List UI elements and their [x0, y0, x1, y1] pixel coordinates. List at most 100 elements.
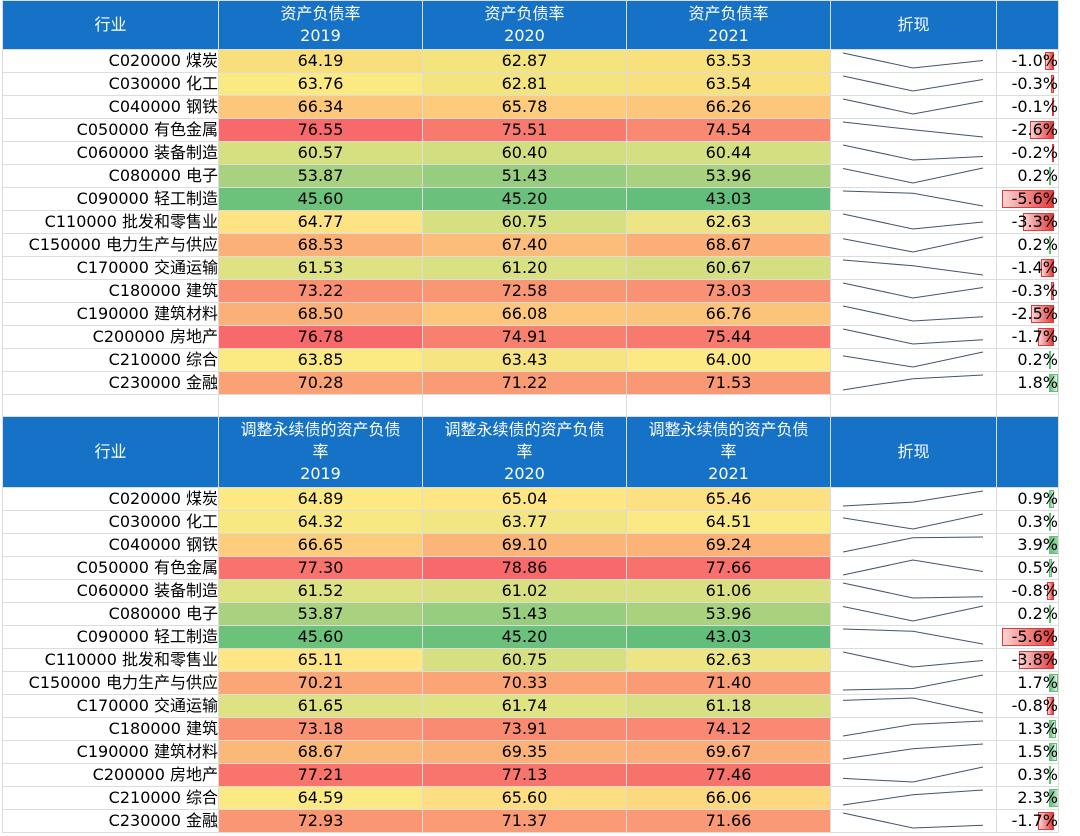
- sparkline: [842, 605, 984, 622]
- table-row[interactable]: C060000 装备制造 60.57 60.40 60.44 -0.2%: [2, 141, 1059, 165]
- industry-cell: C020000 煤炭: [2, 49, 219, 73]
- table-row[interactable]: C080000 电子 53.87 51.43 53.96 0.2%: [2, 164, 1059, 188]
- change-cell: -2.5%: [996, 302, 1059, 326]
- sparkline-path: [842, 743, 984, 760]
- value-cell: 66.65: [218, 533, 423, 557]
- sparkline-path: [842, 536, 984, 553]
- table-row[interactable]: C110000 批发和零售业 65.11 60.75 62.63 -3.8%: [2, 648, 1059, 672]
- change-cell: 1.8%: [996, 371, 1059, 395]
- value-cell: 62.87: [422, 49, 627, 73]
- sparkline-path: [842, 651, 984, 668]
- change-cell: -3.8%: [996, 648, 1059, 672]
- change-value: -1.0%: [1011, 51, 1058, 70]
- value-cell: 63.53: [626, 49, 831, 73]
- sparkline: [842, 513, 984, 530]
- table-row[interactable]: C090000 轻工制造 45.60 45.20 43.03 -5.6%: [2, 625, 1059, 649]
- industry-cell: C230000 金融: [2, 809, 219, 833]
- table-row[interactable]: C200000 房地产 76.78 74.91 75.44 -1.7%: [2, 325, 1059, 349]
- industry-cell: C180000 建筑: [2, 279, 219, 303]
- blank-row: [2, 394, 1059, 418]
- table-row[interactable]: C180000 建筑 73.22 72.58 73.03 -0.3%: [2, 279, 1059, 303]
- value-cell: 65.60: [422, 786, 627, 810]
- table-row[interactable]: C090000 轻工制造 45.60 45.20 43.03 -5.6%: [2, 187, 1059, 211]
- value-cell: 61.18: [626, 694, 831, 718]
- sparkline-cell: [830, 348, 997, 372]
- industry-cell: C170000 交通运输: [2, 256, 219, 280]
- table-row[interactable]: C080000 电子 53.87 51.43 53.96 0.2%: [2, 602, 1059, 626]
- value-cell: 62.63: [626, 210, 831, 234]
- industry-cell: C190000 建筑材料: [2, 740, 219, 764]
- table-row[interactable]: C050000 有色金属 77.30 78.86 77.66 0.5%: [2, 556, 1059, 580]
- industry-cell: C060000 装备制造: [2, 141, 219, 165]
- change-value: -1.7%: [1011, 811, 1058, 830]
- change-cell: -0.3%: [996, 72, 1059, 96]
- change-cell: -1.7%: [996, 325, 1059, 349]
- value-cell: 65.46: [626, 487, 831, 511]
- change-value: 0.3%: [1017, 765, 1058, 784]
- table-row[interactable]: C170000 交通运输 61.65 61.74 61.18 -0.8%: [2, 694, 1059, 718]
- value-cell: 71.22: [422, 371, 627, 395]
- sparkline-path: [842, 328, 984, 345]
- table-row[interactable]: C210000 综合 63.85 63.43 64.00 0.2%: [2, 348, 1059, 372]
- change-cell: 0.2%: [996, 233, 1059, 257]
- change-value: -5.6%: [1011, 189, 1058, 208]
- negative-data-bar: [1002, 190, 1054, 208]
- sparkline: [842, 328, 984, 345]
- sparkline-cell: [830, 279, 997, 303]
- table-row[interactable]: C020000 煤炭 64.89 65.04 65.46 0.9%: [2, 487, 1059, 511]
- table-row[interactable]: C030000 化工 63.76 62.81 63.54 -0.3%: [2, 72, 1059, 96]
- table-row[interactable]: C050000 有色金属 76.55 75.51 74.54 -2.6%: [2, 118, 1059, 142]
- change-value: 1.7%: [1017, 673, 1058, 692]
- table-row[interactable]: C230000 金融 72.93 71.37 71.66 -1.7%: [2, 809, 1059, 833]
- value-cell: 68.67: [626, 233, 831, 257]
- table-row[interactable]: C040000 钢铁 66.34 65.78 66.26 -0.1%: [2, 95, 1059, 119]
- table-row[interactable]: C190000 建筑材料 68.67 69.35 69.67 1.5%: [2, 740, 1059, 764]
- change-cell: 1.7%: [996, 671, 1059, 695]
- positive-data-bar: [1049, 236, 1051, 254]
- sparkline-cell: [830, 510, 997, 534]
- table-row[interactable]: C190000 建筑材料 68.50 66.08 66.76 -2.5%: [2, 302, 1059, 326]
- change-value: -3.8%: [1011, 650, 1058, 669]
- positive-data-bar: [1049, 559, 1052, 577]
- table-row[interactable]: C170000 交通运输 61.53 61.20 60.67 -1.4%: [2, 256, 1059, 280]
- change-cell: 0.2%: [996, 602, 1059, 626]
- negative-data-bar: [1052, 98, 1054, 116]
- table-row[interactable]: C150000 电力生产与供应 70.21 70.33 71.40 1.7%: [2, 671, 1059, 695]
- value-cell: 64.00: [626, 348, 831, 372]
- table-header: 行业 资产负债率 2019 资产负债率 2020 资产负债率 2021 折现: [2, 0, 1059, 50]
- sparkline-cell: [830, 164, 997, 188]
- table-row[interactable]: C180000 建筑 73.18 73.91 74.12 1.3%: [2, 717, 1059, 741]
- value-cell: 73.22: [218, 279, 423, 303]
- change-value: -0.8%: [1011, 581, 1058, 600]
- value-cell: 65.78: [422, 95, 627, 119]
- table-row[interactable]: C060000 装备制造 61.52 61.02 61.06 -0.8%: [2, 579, 1059, 603]
- change-cell: -0.8%: [996, 579, 1059, 603]
- table-row[interactable]: C230000 金融 70.28 71.22 71.53 1.8%: [2, 371, 1059, 395]
- table-row[interactable]: C150000 电力生产与供应 68.53 67.40 68.67 0.2%: [2, 233, 1059, 257]
- table-row[interactable]: C030000 化工 64.32 63.77 64.51 0.3%: [2, 510, 1059, 534]
- positive-data-bar: [1049, 536, 1058, 554]
- sparkline-cell: [830, 325, 997, 349]
- value-cell: 74.12: [626, 717, 831, 741]
- value-cell: 53.96: [626, 602, 831, 626]
- sparkline-path: [842, 98, 984, 115]
- table-row[interactable]: C020000 煤炭 64.19 62.87 63.53 -1.0%: [2, 49, 1059, 73]
- table-row[interactable]: C040000 钢铁 66.65 69.10 69.24 3.9%: [2, 533, 1059, 557]
- value-cell: 76.55: [218, 118, 423, 142]
- change-cell: -2.6%: [996, 118, 1059, 142]
- industry-cell: C090000 轻工制造: [2, 625, 219, 649]
- industry-cell: C110000 批发和零售业: [2, 210, 219, 234]
- sparkline-cell: [830, 72, 997, 96]
- value-cell: 69.10: [422, 533, 627, 557]
- sparkline-path: [842, 812, 984, 829]
- table-row[interactable]: C200000 房地产 77.21 77.13 77.46 0.3%: [2, 763, 1059, 787]
- table-row[interactable]: C110000 批发和零售业 64.77 60.75 62.63 -3.3%: [2, 210, 1059, 234]
- header-year-col: 资产负债率 2020: [422, 0, 627, 50]
- industry-cell: C090000 轻工制造: [2, 187, 219, 211]
- table-row[interactable]: C210000 综合 64.59 65.60 66.06 2.3%: [2, 786, 1059, 810]
- sparkline-path: [842, 75, 984, 92]
- sparkline-cell: [830, 533, 997, 557]
- positive-data-bar: [1049, 374, 1058, 392]
- value-cell: 68.67: [218, 740, 423, 764]
